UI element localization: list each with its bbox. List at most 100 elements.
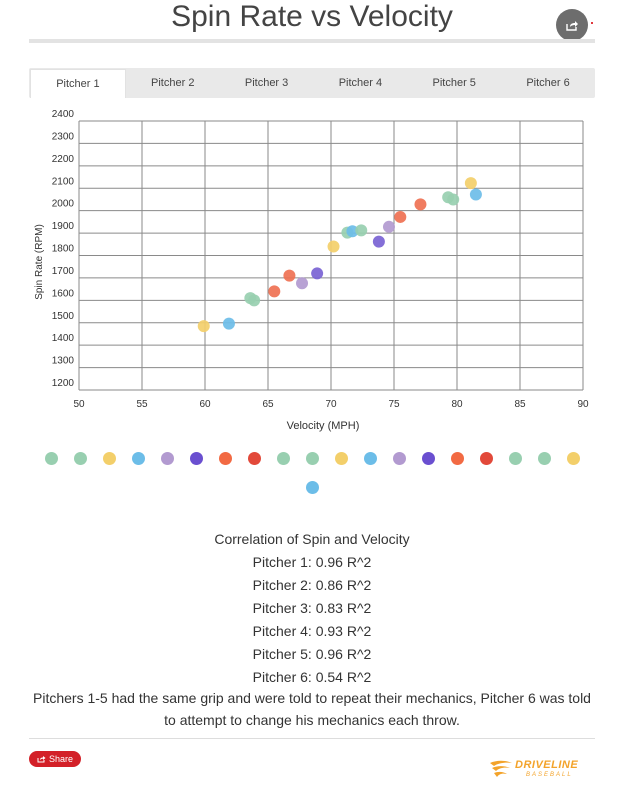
grid [78, 120, 584, 391]
y-tick-label: 2000 [52, 199, 75, 210]
legend-item-16[interactable] [472, 452, 501, 466]
legend-item-17[interactable] [501, 452, 530, 466]
driveline-swoosh-icon [490, 760, 512, 777]
data-point-6[interactable] [283, 269, 296, 282]
data-point-9[interactable] [327, 240, 340, 253]
legend-dot [508, 452, 522, 465]
y-tick-labels: 1200 1300 1400 1500 1600 1700 1800 1900 2000 2100… [52, 109, 75, 389]
x-tick-label: 55 [136, 399, 148, 410]
legend-item-15[interactable] [443, 452, 472, 466]
legend-item-4[interactable] [124, 452, 153, 466]
data-point-2[interactable] [222, 317, 235, 330]
legend-dot [334, 452, 348, 465]
y-tick-label: 1800 [52, 244, 75, 255]
legend-dot [392, 452, 406, 465]
legend-dot [363, 452, 377, 465]
y-tick-label: 1700 [52, 266, 75, 277]
x-tick-label: 50 [73, 399, 85, 410]
data-point-20[interactable] [469, 188, 482, 201]
legend-dot [305, 481, 319, 494]
data-point-4[interactable] [248, 294, 261, 307]
data-point-1[interactable] [197, 320, 210, 333]
y-tick-label: 2400 [52, 109, 75, 120]
data-point-5[interactable] [268, 285, 281, 298]
tab-pitcher-2[interactable]: Pitcher 2 [151, 77, 195, 89]
y-tick-label: 1600 [52, 288, 75, 299]
share-button-label: Share [48, 754, 74, 764]
tab-pitcher-3[interactable]: Pitcher 3 [244, 77, 289, 89]
legend-item-11[interactable] [327, 452, 356, 466]
legend [30, 452, 594, 495]
data-point-16[interactable] [414, 198, 427, 211]
legend-dot [131, 452, 145, 465]
legend-item-13[interactable] [385, 452, 414, 466]
x-tick-label: 70 [325, 399, 337, 410]
legend-item-20[interactable] [298, 481, 327, 495]
data-point-8[interactable] [311, 267, 324, 280]
y-tick-label: 1900 [52, 221, 75, 232]
legend-dot [479, 452, 493, 465]
legend-item-5[interactable] [153, 452, 182, 466]
legend-dot [44, 452, 58, 465]
legend-dot [160, 452, 174, 465]
data-point-12[interactable] [355, 224, 368, 237]
y-tick-label: 1300 [52, 356, 75, 367]
legend-item-9[interactable] [269, 452, 298, 466]
x-tick-label: 75 [388, 399, 400, 410]
legend-dot [305, 452, 319, 465]
legend-item-7[interactable] [211, 452, 240, 466]
legend-item-8[interactable] [240, 452, 269, 466]
stats-line-pitcher-3: Pitcher 3: 0.83 R^2 [252, 600, 372, 616]
legend-dot [247, 452, 261, 465]
y-tick-label: 1500 [52, 311, 75, 322]
y-tick-label: 2300 [52, 131, 75, 142]
x-tick-labels: 50 55 60 65 70 75 80 85 90 [73, 399, 589, 410]
tab-pitcher-1[interactable]: Pitcher 1 [30, 69, 126, 98]
correlation-stats: Correlation of Spin and Velocity Pitcher… [0, 528, 624, 689]
x-tick-label: 65 [262, 399, 274, 410]
legend-item-3[interactable] [95, 452, 124, 466]
y-tick-label: 2100 [52, 176, 75, 187]
title-divider [29, 39, 595, 43]
legend-dot [566, 452, 580, 465]
red-marker [591, 22, 593, 24]
legend-dot [537, 452, 551, 465]
legend-dot [421, 452, 435, 465]
driveline-logo: DRIVELINE BASEBALL [488, 757, 588, 783]
share-button[interactable]: Share [29, 751, 81, 767]
legend-item-12[interactable] [356, 452, 385, 466]
y-tick-label: 1400 [52, 333, 75, 344]
data-point-7[interactable] [296, 277, 309, 290]
tab-pitcher-6[interactable]: Pitcher 6 [526, 77, 570, 89]
x-tick-label: 90 [577, 399, 589, 410]
data-points [197, 177, 482, 333]
data-point-14[interactable] [382, 220, 395, 233]
tab-pitcher-4[interactable]: Pitcher 4 [338, 77, 383, 89]
stats-note: Pitchers 1-5 had the same grip and were … [33, 690, 591, 728]
legend-item-18[interactable] [530, 452, 559, 466]
share-fab-button[interactable] [556, 9, 588, 41]
legend-item-6[interactable] [182, 452, 211, 466]
logo-word-driveline: DRIVELINE [515, 759, 579, 771]
legend-dot [102, 452, 116, 465]
data-point-11[interactable] [346, 225, 359, 238]
stats-line-pitcher-4: Pitcher 4: 0.93 R^2 [252, 623, 372, 639]
data-point-13[interactable] [372, 235, 385, 248]
x-axis-label: Velocity (MPH) [287, 420, 360, 432]
legend-dot [276, 452, 290, 465]
legend-dot [73, 452, 87, 465]
legend-item-19[interactable] [559, 452, 588, 466]
legend-item-2[interactable] [66, 452, 95, 466]
tab-pitcher-5[interactable]: Pitcher 5 [432, 77, 476, 89]
legend-item-1[interactable] [37, 452, 66, 466]
data-point-18[interactable] [447, 193, 460, 206]
data-point-19[interactable] [464, 177, 477, 190]
stats-line-pitcher-5: Pitcher 5: 0.96 R^2 [252, 646, 372, 662]
share-icon [566, 20, 578, 31]
logo-word-baseball: BASEBALL [526, 772, 573, 778]
stats-heading: Correlation of Spin and Velocity [214, 531, 410, 547]
data-point-15[interactable] [394, 210, 407, 223]
legend-item-14[interactable] [414, 452, 443, 466]
page-title: Spin Rate vs Velocity [171, 0, 453, 33]
legend-item-10[interactable] [298, 452, 327, 466]
